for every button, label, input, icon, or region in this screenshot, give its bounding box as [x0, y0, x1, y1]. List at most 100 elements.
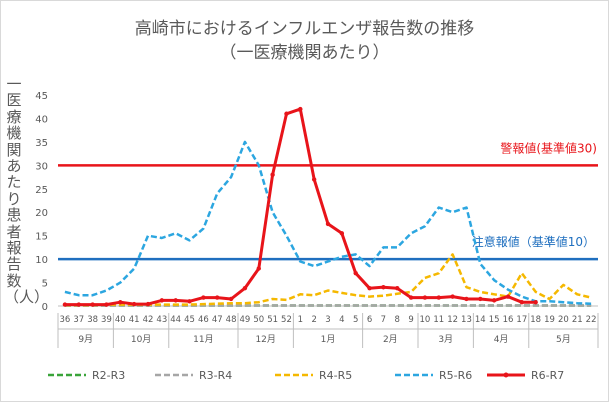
x-tick-label: 19	[544, 315, 555, 325]
month-label: 1月	[321, 334, 336, 345]
x-tick-label: 16	[503, 315, 514, 325]
data-point	[519, 300, 525, 305]
x-tick-label: 22	[586, 315, 597, 325]
data-point	[464, 296, 469, 302]
data-point	[478, 296, 483, 302]
data-point	[118, 300, 123, 305]
x-tick-label: 6	[367, 315, 372, 325]
data-point	[284, 111, 289, 116]
x-tick-label: 40	[115, 315, 126, 325]
x-tick-label: 42	[143, 315, 154, 325]
reference-line-label: 注意報値（基準値10）	[472, 234, 595, 249]
x-tick-label: 37	[73, 315, 84, 325]
x-tick-label: 38	[87, 315, 98, 325]
data-point	[367, 285, 372, 291]
data-point	[491, 298, 497, 303]
data-point	[381, 285, 386, 290]
x-tick-label: 51	[267, 315, 278, 325]
x-tick-label: 49	[240, 315, 251, 325]
x-tick-label: 11	[433, 315, 444, 325]
month-label: 4月	[494, 334, 509, 345]
legend-label: R2-R3	[92, 369, 125, 382]
x-tick-label: 48	[226, 315, 237, 325]
y-tick-label: 25	[35, 185, 48, 196]
x-tick-label: 52	[281, 315, 292, 325]
month-label: 10月	[131, 334, 151, 345]
y-tick-label: 40	[35, 114, 48, 125]
x-tick-label: 13	[461, 315, 472, 325]
data-point	[408, 295, 414, 300]
y-tick-label: 5	[42, 279, 48, 290]
y-tick-label: 45	[35, 91, 48, 102]
x-tick-label: 15	[489, 315, 500, 325]
y-tick-label: 15	[35, 232, 48, 243]
x-tick-label: 44	[170, 315, 181, 325]
x-tick-label: 47	[212, 315, 223, 325]
data-point	[173, 298, 178, 303]
x-tick-label: 10	[420, 315, 431, 325]
x-tick-label: 8	[395, 315, 400, 325]
x-tick-label: 9	[408, 315, 413, 325]
month-label: 12月	[255, 334, 275, 345]
month-label: 5月	[556, 334, 571, 345]
x-tick-label: 4	[339, 315, 344, 325]
data-point	[270, 172, 275, 177]
x-tick-label: 14	[475, 315, 486, 325]
data-point	[353, 270, 358, 276]
data-point	[533, 300, 538, 305]
y-tick-label: 0	[42, 302, 48, 313]
data-point	[242, 285, 248, 291]
data-point	[90, 302, 95, 307]
x-tick-label: 3	[325, 315, 330, 325]
x-tick-label: 18	[530, 315, 541, 325]
y-tick-label: 35	[35, 138, 48, 149]
x-tick-label: 36	[60, 315, 71, 325]
y-tick-label: 10	[35, 255, 48, 266]
month-label: 9月	[78, 334, 93, 345]
x-tick-label: 20	[558, 315, 569, 325]
data-point	[104, 302, 109, 307]
data-point	[395, 285, 400, 291]
x-tick-label: 12	[447, 315, 458, 325]
data-point	[256, 266, 261, 271]
legend-label: R3-R4	[199, 369, 232, 382]
y-tick-label: 20	[35, 208, 48, 219]
data-point	[159, 298, 165, 303]
data-point	[187, 299, 192, 304]
x-tick-label: 5	[353, 315, 358, 325]
x-tick-label: 7	[381, 315, 386, 325]
month-label: 11月	[193, 334, 213, 345]
chart-subtitle: （一医療機関あたり）	[219, 43, 390, 63]
data-point	[228, 296, 234, 302]
data-point	[450, 294, 455, 299]
x-tick-label: 46	[198, 315, 209, 325]
data-point	[422, 295, 428, 300]
x-tick-label: 41	[129, 315, 140, 325]
x-tick-label: 39	[101, 315, 112, 325]
legend-label: R6-R7	[531, 369, 564, 382]
x-tick-label: 21	[572, 315, 583, 325]
reference-line-label: 警報値(基準値30)	[500, 140, 597, 155]
x-tick-label: 1	[298, 315, 303, 325]
month-label: 2月	[383, 334, 398, 345]
y-tick-label: 30	[35, 161, 48, 172]
legend-label: R4-R5	[319, 369, 352, 382]
data-point	[298, 106, 303, 112]
x-tick-label: 17	[516, 315, 527, 325]
data-point	[145, 301, 151, 307]
data-point	[505, 294, 511, 299]
data-point	[215, 295, 220, 300]
data-point	[76, 302, 81, 307]
legend-marker	[503, 372, 509, 378]
series-line	[64, 140, 592, 305]
x-tick-label: 43	[156, 315, 167, 325]
data-point	[339, 231, 345, 236]
data-point	[325, 221, 331, 227]
chart-title: 高崎市におけるインフルエンザ報告数の推移	[134, 19, 475, 39]
month-label: 3月	[438, 334, 453, 345]
legend-label: R5-R6	[439, 369, 472, 382]
data-point	[131, 301, 137, 307]
x-tick-label: 50	[253, 315, 264, 325]
